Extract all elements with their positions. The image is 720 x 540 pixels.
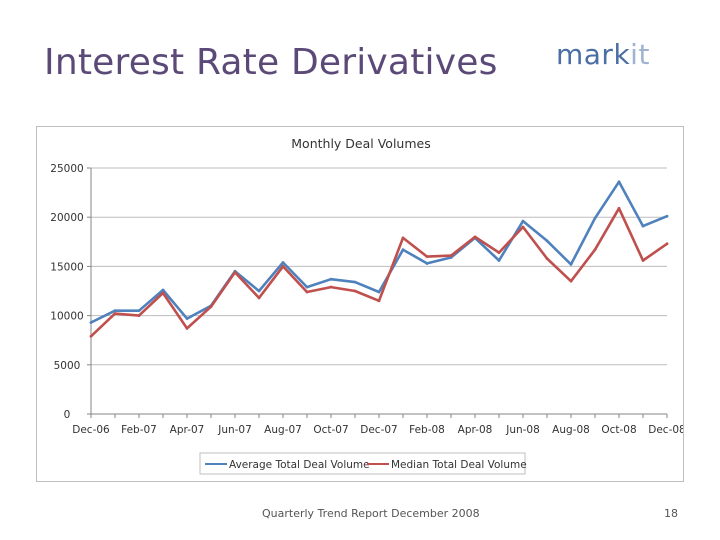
data-point bbox=[449, 254, 453, 257]
y-tick-label: 15000 bbox=[50, 261, 83, 273]
data-point bbox=[257, 289, 261, 293]
data-point bbox=[353, 280, 357, 284]
data-point bbox=[521, 225, 525, 229]
line-chart: Monthly Deal Volumes 0 5000 10000 15000 2000… bbox=[50, 136, 686, 475]
x-tick-label: Dec-07 bbox=[360, 424, 397, 436]
markit-logo: markit bbox=[556, 38, 650, 71]
chart-legend: Average Total Deal Volume Median Total De… bbox=[199, 452, 527, 475]
chart-series bbox=[89, 180, 669, 338]
data-point bbox=[329, 277, 333, 281]
legend-box bbox=[199, 452, 526, 475]
data-point bbox=[401, 236, 405, 240]
x-tick-label: Apr-08 bbox=[458, 424, 493, 436]
data-point bbox=[617, 180, 621, 184]
x-tick-label: Dec-06 bbox=[72, 424, 110, 436]
data-point bbox=[593, 216, 597, 220]
data-point bbox=[377, 299, 381, 303]
data-point bbox=[569, 263, 573, 266]
series-line-median bbox=[89, 207, 669, 338]
data-point bbox=[137, 309, 141, 313]
y-axis: 0 5000 10000 15000 20000 25000 bbox=[50, 163, 92, 421]
data-point bbox=[353, 289, 357, 293]
y-tick-label: 0 bbox=[64, 409, 71, 421]
data-point bbox=[497, 259, 501, 262]
data-point bbox=[281, 265, 285, 268]
data-point bbox=[329, 285, 333, 289]
data-point bbox=[257, 296, 261, 300]
y-tick-label: 25000 bbox=[50, 163, 83, 175]
data-point bbox=[113, 309, 117, 313]
data-point bbox=[209, 305, 213, 309]
x-tick-label: Jun-08 bbox=[505, 424, 540, 436]
data-point bbox=[521, 219, 525, 223]
x-tick-label: Oct-07 bbox=[313, 424, 348, 436]
x-tick-label: Oct-08 bbox=[601, 424, 636, 436]
y-tick-label: 5000 bbox=[54, 360, 81, 372]
data-point bbox=[473, 235, 477, 239]
data-point bbox=[185, 326, 189, 330]
legend-label: Average Total Deal Volume bbox=[229, 459, 370, 471]
legend-label: Median Total Deal Volume bbox=[391, 459, 527, 471]
data-point bbox=[425, 255, 429, 258]
data-point bbox=[665, 214, 669, 218]
data-point bbox=[425, 262, 429, 265]
data-point bbox=[545, 239, 549, 243]
data-point bbox=[305, 290, 309, 294]
data-point bbox=[305, 285, 309, 289]
data-point bbox=[545, 257, 549, 260]
x-tick-label: Aug-08 bbox=[552, 424, 590, 436]
data-point bbox=[89, 334, 93, 338]
data-point bbox=[377, 290, 381, 294]
y-tick-label: 10000 bbox=[50, 311, 83, 323]
data-point bbox=[593, 248, 597, 252]
chart-title: Monthly Deal Volumes bbox=[291, 136, 430, 151]
logo-part-mark: mark bbox=[556, 38, 631, 71]
data-point bbox=[401, 248, 405, 252]
data-point bbox=[569, 279, 573, 283]
data-point bbox=[89, 321, 93, 324]
data-point bbox=[617, 206, 621, 210]
data-point bbox=[161, 288, 165, 292]
data-point bbox=[665, 242, 669, 246]
x-tick-label: Jun-07 bbox=[217, 424, 252, 436]
chart-container: Monthly Deal Volumes 0 5000 10000 15000 2000… bbox=[36, 126, 686, 482]
data-point bbox=[497, 251, 501, 255]
data-point bbox=[641, 224, 645, 228]
y-tick-label: 20000 bbox=[50, 212, 83, 224]
data-point bbox=[113, 312, 117, 316]
page-title: Interest Rate Derivatives bbox=[44, 42, 498, 83]
x-tick-label: Apr-07 bbox=[170, 424, 205, 436]
logo-part-it: it bbox=[630, 38, 650, 71]
x-tick-label: Feb-07 bbox=[121, 424, 157, 436]
x-tick-label: Dec-08 bbox=[648, 424, 683, 436]
x-axis: Dec-06 Feb-07 Apr-07 Jun-07 Aug-07 Oct-07 Dec-… bbox=[72, 414, 686, 436]
page-number: 18 bbox=[664, 507, 678, 520]
x-tick-label: Aug-07 bbox=[264, 424, 302, 436]
data-point bbox=[641, 259, 645, 262]
data-point bbox=[233, 270, 237, 274]
data-point bbox=[137, 314, 141, 317]
x-tick-label: Feb-08 bbox=[409, 424, 445, 436]
data-point bbox=[281, 261, 285, 264]
data-point bbox=[185, 317, 189, 320]
data-point bbox=[161, 291, 165, 295]
footer-text: Quarterly Trend Report December 2008 bbox=[262, 507, 480, 520]
